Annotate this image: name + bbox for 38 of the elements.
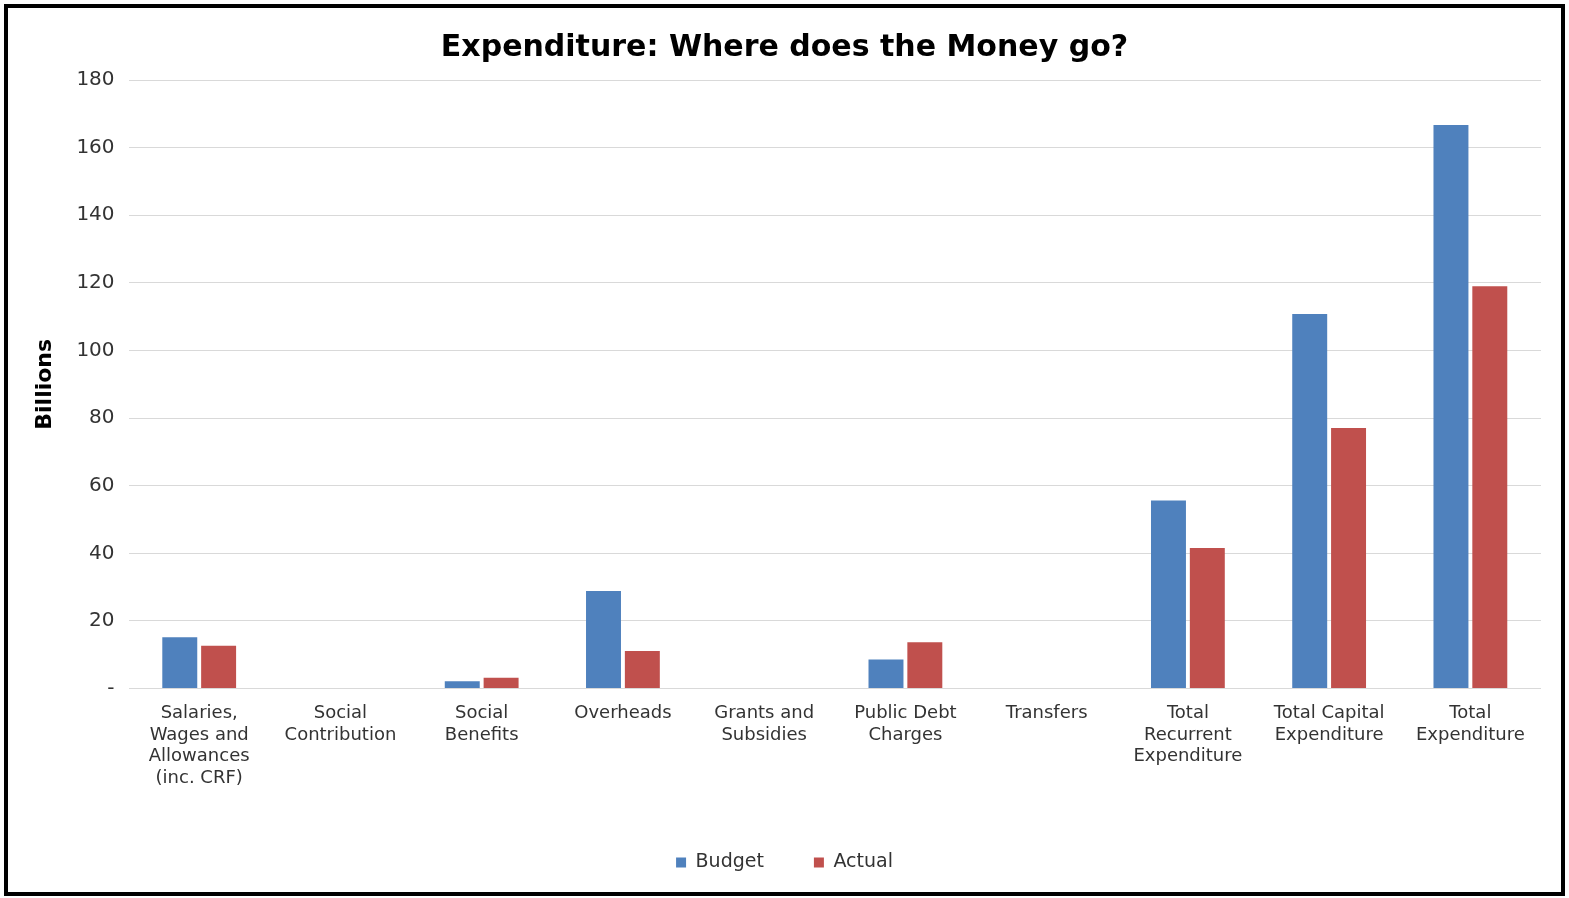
bar bbox=[907, 642, 943, 689]
y-axis-title: Billions bbox=[30, 338, 56, 430]
bar bbox=[1292, 313, 1328, 689]
y-tick-label: 180 bbox=[76, 66, 115, 91]
y-tick-label: 40 bbox=[89, 539, 115, 564]
y-tick-label: 60 bbox=[89, 471, 115, 496]
bar bbox=[1150, 500, 1186, 689]
x-tick-label: Overheads bbox=[574, 701, 672, 723]
x-tick-label: Total Recurrent Expenditure bbox=[1133, 701, 1243, 766]
y-tick-label: 160 bbox=[76, 133, 115, 158]
x-tick-label: Total Capital Expenditure bbox=[1272, 701, 1385, 744]
x-tick-label: Transfers bbox=[1004, 701, 1088, 723]
legend-label: Budget bbox=[695, 849, 764, 872]
bar bbox=[1189, 547, 1225, 689]
y-tick-label: - bbox=[107, 674, 115, 699]
x-tick-label: Salaries, Wages and Allowances (inc. CRF) bbox=[148, 701, 250, 787]
bar bbox=[444, 681, 480, 689]
y-tick-label: 140 bbox=[76, 201, 115, 226]
legend-label: Actual bbox=[833, 849, 893, 872]
bar bbox=[1433, 124, 1469, 689]
x-tick-label: Social Contribution bbox=[284, 701, 397, 744]
bar bbox=[162, 637, 198, 689]
bar bbox=[201, 645, 237, 689]
y-tick-label: 80 bbox=[89, 404, 115, 429]
bar bbox=[1331, 427, 1367, 689]
bar bbox=[868, 659, 904, 689]
x-tick-label: Total Expenditure bbox=[1415, 701, 1525, 744]
x-tick-label: Social Benefits bbox=[444, 701, 519, 744]
y-tick-label: 100 bbox=[76, 336, 115, 361]
x-tick-label: Public Debt Charges bbox=[854, 701, 957, 744]
bar bbox=[483, 677, 519, 689]
bar bbox=[1472, 286, 1508, 689]
chart-title: Expenditure: Where does the Money go? bbox=[440, 27, 1129, 63]
bar bbox=[624, 651, 660, 689]
bar bbox=[586, 590, 621, 689]
x-tick-label: Grants and Subsidies bbox=[714, 701, 815, 744]
y-tick-label: 120 bbox=[76, 269, 115, 294]
y-tick-label: 20 bbox=[89, 607, 115, 632]
